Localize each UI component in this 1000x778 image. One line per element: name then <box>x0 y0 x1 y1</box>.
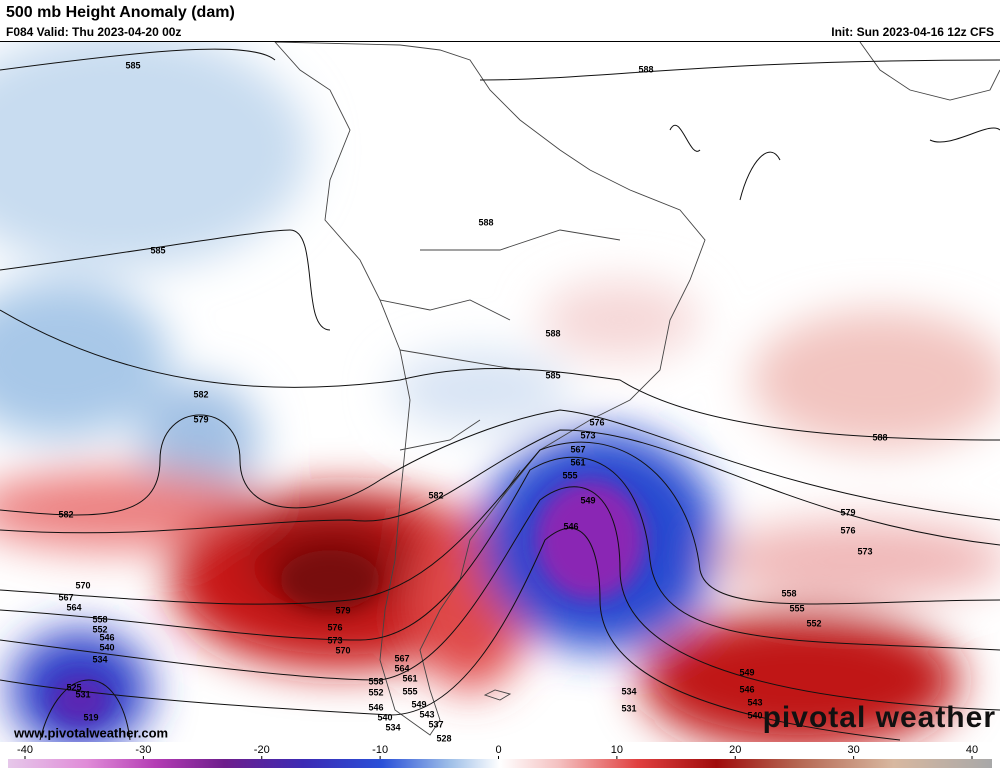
contour-label: 534 <box>621 686 636 696</box>
contour-label: 561 <box>570 457 585 467</box>
contour-label: 519 <box>83 712 98 722</box>
contour-label: 585 <box>545 370 560 380</box>
contour-label: 537 <box>428 719 443 729</box>
colorbar <box>8 759 992 768</box>
contour-label: 579 <box>193 414 208 424</box>
contour-label: 552 <box>806 618 821 628</box>
contour-label: 576 <box>589 417 604 427</box>
contour-label: 531 <box>621 703 636 713</box>
contour-label: 561 <box>402 673 417 683</box>
colorbar-tick-label: 20 <box>729 744 741 756</box>
contour-label: 546 <box>739 684 754 694</box>
contour-label: 540 <box>99 642 114 652</box>
colorbar-tick-label: -40 <box>17 744 33 756</box>
contour-label: 555 <box>562 470 577 480</box>
colorbar-tick-label: 40 <box>966 744 978 756</box>
contour-label: 546 <box>368 702 383 712</box>
contour-label: 582 <box>428 490 443 500</box>
contour-label: 567 <box>394 653 409 663</box>
contour-label: 528 <box>436 733 451 743</box>
colorbar-tick-label: 30 <box>848 744 860 756</box>
contour-label: 579 <box>335 605 350 615</box>
contour-label: 585 <box>150 245 165 255</box>
contour-label: 531 <box>75 689 90 699</box>
colorbar-tick-label: -10 <box>372 744 388 756</box>
contour-label: 585 <box>125 60 140 70</box>
watermark: www.pivotalweather.com <box>13 725 168 740</box>
contour-label: 576 <box>840 525 855 535</box>
contour-label: 543 <box>419 709 434 719</box>
contour-label: 534 <box>385 722 400 732</box>
contour-label: 555 <box>789 603 804 613</box>
contour-label: 540 <box>377 712 392 722</box>
contour-label: 573 <box>857 546 872 556</box>
contour-label: 525 <box>66 682 81 692</box>
init-time: Init: Sun 2023-04-16 12z CFS <box>831 25 994 39</box>
contour-label: 549 <box>580 495 595 505</box>
colorbar-tick-label: -20 <box>254 744 270 756</box>
contour-label: 588 <box>478 217 493 227</box>
contour-label: 549 <box>739 667 754 677</box>
contour-label: 540 <box>747 710 762 720</box>
contour-label: 558 <box>92 614 107 624</box>
contour-label: 570 <box>335 645 350 655</box>
anomaly-shading <box>0 30 1000 750</box>
contour-label: 579 <box>840 507 855 517</box>
contour-label: 588 <box>872 432 887 442</box>
contour-label: 555 <box>402 686 417 696</box>
colorbar-tick-label: 0 <box>495 744 501 756</box>
colorbar-tick-label: 10 <box>611 744 623 756</box>
height-contours <box>0 48 1000 741</box>
contour-label: 564 <box>394 663 409 673</box>
title: 500 mb Height Anomaly (dam) <box>6 4 235 21</box>
contour-label: 582 <box>193 389 208 399</box>
contour-label: 564 <box>66 602 81 612</box>
contour-label: 534 <box>92 654 107 664</box>
contour-label: 558 <box>781 588 796 598</box>
contour-label: 570 <box>75 580 90 590</box>
contour-label: 546 <box>99 632 114 642</box>
contour-label: 573 <box>327 635 342 645</box>
contour-label: 558 <box>368 676 383 686</box>
contour-label: 573 <box>580 430 595 440</box>
contour-label: 588 <box>545 328 560 338</box>
colorbar-tick-label: -30 <box>135 744 151 756</box>
contour-label: 576 <box>327 622 342 632</box>
contour-label: 588 <box>638 64 653 74</box>
contour-label: 567 <box>570 444 585 454</box>
colorbar-ticks: -40 -30 -20 -10 0 10 20 30 40 <box>17 744 978 759</box>
logo: pivotal weather <box>763 701 996 734</box>
land-outline <box>273 41 1000 736</box>
contour-label: 567 <box>58 592 73 602</box>
contour-label: 582 <box>58 509 73 519</box>
contour-label: 549 <box>411 699 426 709</box>
contour-label: 543 <box>747 697 762 707</box>
valid-time: F084 Valid: Thu 2023-04-20 00z <box>6 25 181 39</box>
contour-label: 552 <box>368 687 383 697</box>
contour-label: 546 <box>563 521 578 531</box>
contour-label: 552 <box>92 624 107 634</box>
